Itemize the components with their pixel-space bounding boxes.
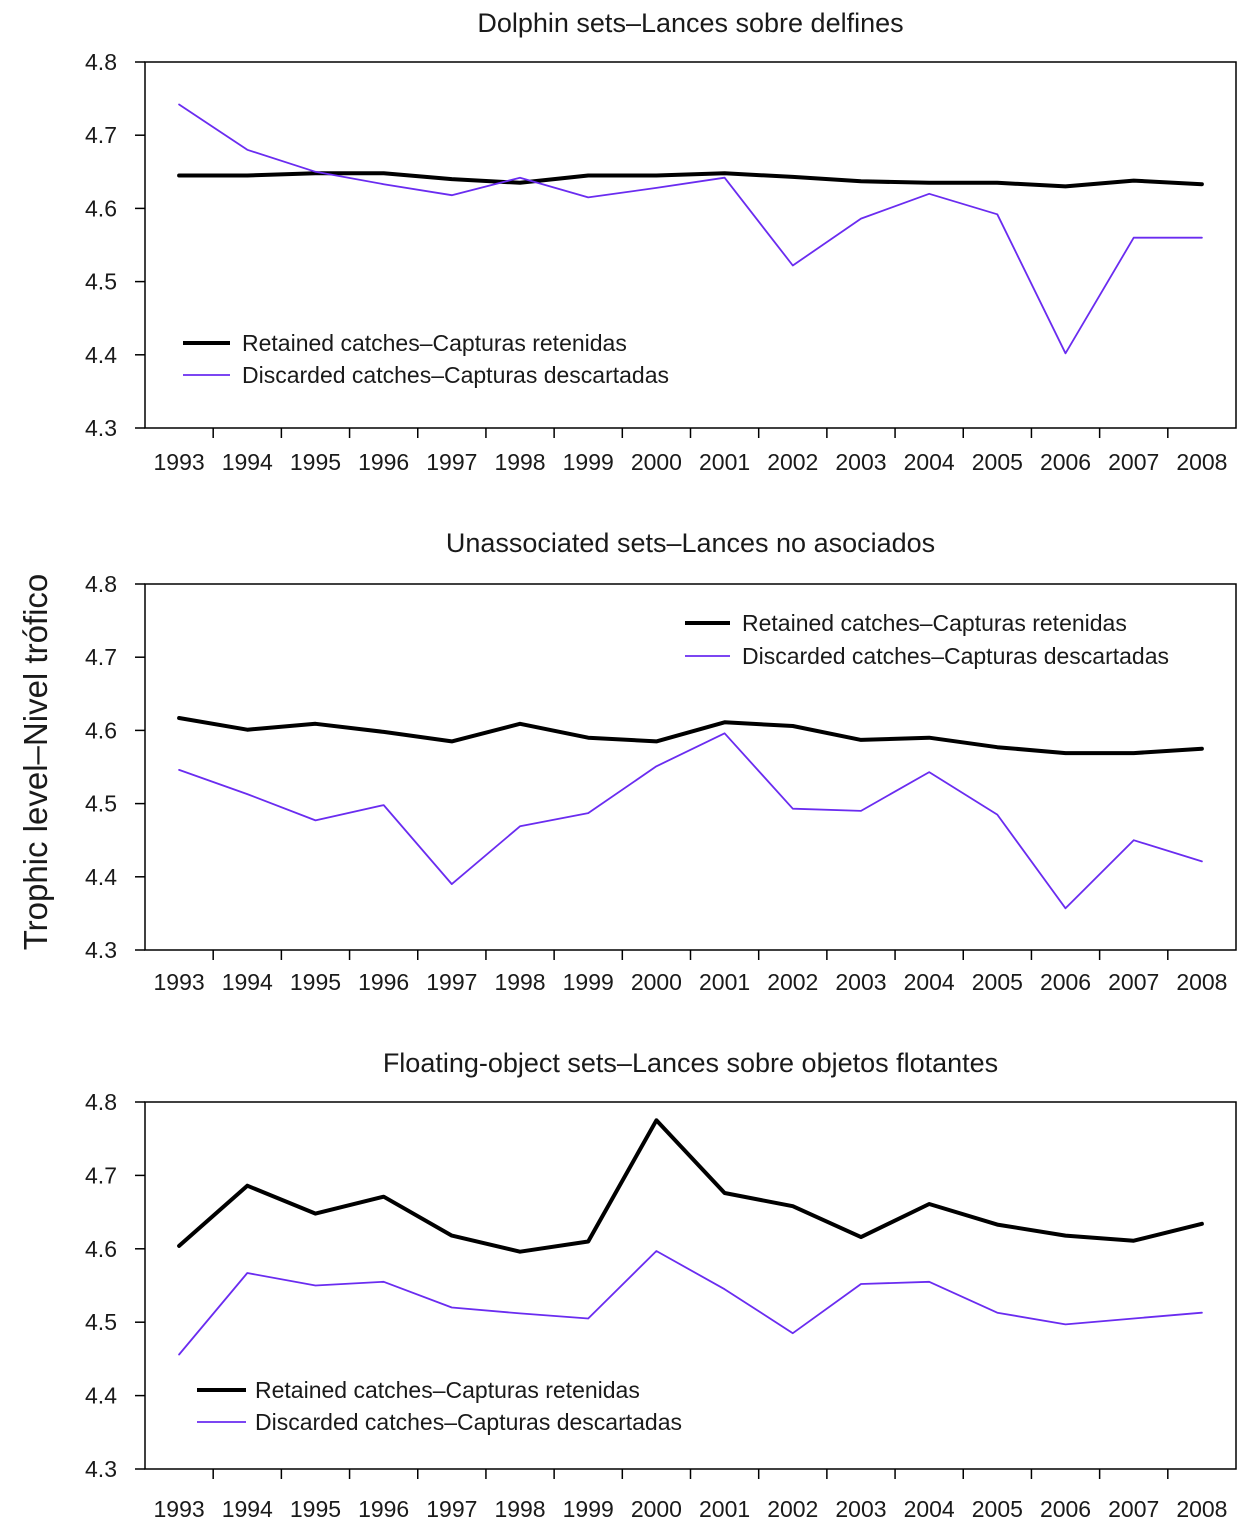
x-tick-label: 2002 (767, 969, 818, 995)
x-tick-label: 1995 (290, 969, 341, 995)
y-tick-label: 4.5 (85, 791, 117, 817)
x-tick-label: 2001 (699, 449, 750, 475)
x-tick-label: 1997 (426, 449, 477, 475)
x-tick-label: 2004 (904, 449, 955, 475)
legend-label-discarded: Discarded catches–Capturas descartadas (255, 1409, 682, 1435)
plot-frame (144, 583, 1237, 951)
x-tick-label: 2005 (972, 969, 1023, 995)
y-tick-label: 4.6 (85, 195, 117, 221)
legend-label-retained: Retained catches–Capturas retenidas (742, 610, 1127, 636)
x-tick-label: 1993 (154, 969, 205, 995)
x-tick-label: 1996 (358, 969, 409, 995)
retained-series-line (177, 1118, 1204, 1254)
x-tick-label: 1999 (563, 1496, 614, 1522)
y-tick-label: 4.5 (85, 1309, 117, 1335)
y-axis-label: Trophic level–Nivel trófico (17, 574, 54, 951)
chart-panel-3: Floating-object sets–Lances sobre objeto… (85, 1048, 1237, 1522)
retained-series-line (177, 716, 1204, 756)
x-tick-label: 1993 (154, 1496, 205, 1522)
x-tick-label: 1999 (563, 969, 614, 995)
x-tick-label: 1993 (154, 449, 205, 475)
x-tick-label: 2006 (1040, 969, 1091, 995)
x-tick-label: 2000 (631, 969, 682, 995)
x-tick-label: 2006 (1040, 449, 1091, 475)
x-tick-label: 2002 (767, 449, 818, 475)
x-tick-label: 2007 (1108, 969, 1159, 995)
discarded-series-line (178, 732, 1203, 910)
y-tick-label: 4.5 (85, 269, 117, 295)
x-tick-label: 2005 (972, 449, 1023, 475)
legend: Retained catches–Capturas retenidas Disca… (197, 1377, 682, 1435)
x-tick-label: 1994 (222, 969, 273, 995)
y-tick-label: 4.8 (85, 1089, 117, 1115)
y-tick-label: 4.4 (85, 342, 117, 368)
y-tick-label: 4.7 (85, 122, 117, 148)
y-tick-label: 4.7 (85, 644, 117, 670)
legend-label-discarded: Discarded catches–Capturas descartadas (242, 362, 669, 388)
x-tick-label: 2008 (1176, 449, 1227, 475)
chart-panel-1: Dolphin sets–Lances sobre delfines 4.3 4.4… (85, 8, 1237, 475)
legend-label-retained: Retained catches–Capturas retenidas (242, 330, 627, 356)
x-tick-label: 2001 (699, 969, 750, 995)
x-tick-label: 2004 (904, 1496, 955, 1522)
legend: Retained catches–Capturas retenidas Disca… (685, 610, 1169, 669)
legend-label-discarded: Discarded catches–Capturas descartadas (742, 643, 1169, 669)
chart-title: Dolphin sets–Lances sobre delfines (477, 8, 903, 38)
x-tick-label: 1999 (563, 449, 614, 475)
x-tick-label: 2005 (972, 1496, 1023, 1522)
chart-title: Unassociated sets–Lances no asociados (446, 528, 935, 558)
x-tick-label: 1998 (494, 449, 545, 475)
x-tick-label: 1995 (290, 449, 341, 475)
x-tick-label: 2007 (1108, 1496, 1159, 1522)
chart-panel-2: Unassociated sets–Lances no asociados 4.3… (85, 528, 1237, 995)
y-tick-label: 4.8 (85, 49, 117, 75)
x-tick-label: 2001 (699, 1496, 750, 1522)
x-tick-label: 2000 (631, 1496, 682, 1522)
x-tick-label: 1994 (222, 1496, 273, 1522)
x-tick-label: 2003 (835, 1496, 886, 1522)
x-tick-label: 1998 (494, 969, 545, 995)
discarded-series-line (178, 1250, 1203, 1356)
y-tick-label: 4.8 (85, 571, 117, 597)
x-tick-label: 2008 (1176, 1496, 1227, 1522)
y-tick-label: 4.4 (85, 864, 117, 890)
x-tick-label: 1997 (426, 1496, 477, 1522)
x-tick-label: 1998 (494, 1496, 545, 1522)
x-tick-label: 2006 (1040, 1496, 1091, 1522)
x-tick-label: 1995 (290, 1496, 341, 1522)
x-tick-label: 1996 (358, 449, 409, 475)
y-tick-label: 4.4 (85, 1383, 117, 1409)
x-tick-label: 2004 (904, 969, 955, 995)
x-tick-label: 1994 (222, 449, 273, 475)
y-tick-label: 4.3 (85, 1456, 117, 1482)
y-tick-label: 4.3 (85, 937, 117, 963)
chart-title: Floating-object sets–Lances sobre objeto… (383, 1048, 998, 1078)
x-tick-label: 1996 (358, 1496, 409, 1522)
x-tick-label: 2008 (1176, 969, 1227, 995)
y-tick-label: 4.7 (85, 1162, 117, 1188)
x-tick-label: 2000 (631, 449, 682, 475)
y-tick-label: 4.3 (85, 415, 117, 441)
x-tick-label: 2002 (767, 1496, 818, 1522)
legend: Retained catches–Capturas retenidas Disca… (183, 330, 669, 388)
x-tick-label: 2003 (835, 969, 886, 995)
x-tick-label: 2007 (1108, 449, 1159, 475)
x-tick-label: 2003 (835, 449, 886, 475)
legend-label-retained: Retained catches–Capturas retenidas (255, 1377, 640, 1403)
y-tick-label: 4.6 (85, 717, 117, 743)
discarded-series-line (178, 103, 1203, 355)
y-tick-label: 4.6 (85, 1236, 117, 1262)
x-tick-label: 1997 (426, 969, 477, 995)
retained-series-line (177, 171, 1204, 189)
